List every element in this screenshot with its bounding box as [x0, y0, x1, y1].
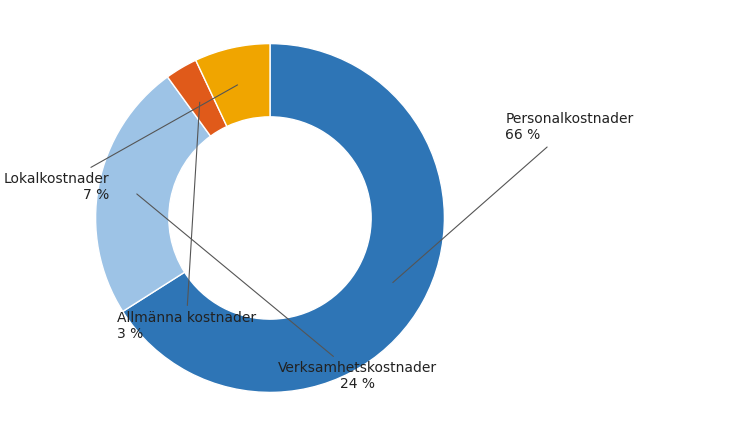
- Wedge shape: [123, 44, 445, 392]
- Wedge shape: [95, 77, 211, 311]
- Text: Verksamhetskostnader
24 %: Verksamhetskostnader 24 %: [136, 194, 436, 391]
- Text: Allmänna kostnader
3 %: Allmänna kostnader 3 %: [116, 102, 256, 341]
- Wedge shape: [196, 44, 270, 126]
- Wedge shape: [167, 60, 227, 136]
- Text: Lokalkostnader
7 %: Lokalkostnader 7 %: [4, 85, 238, 202]
- Text: Personalkostnader
66 %: Personalkostnader 66 %: [393, 112, 634, 283]
